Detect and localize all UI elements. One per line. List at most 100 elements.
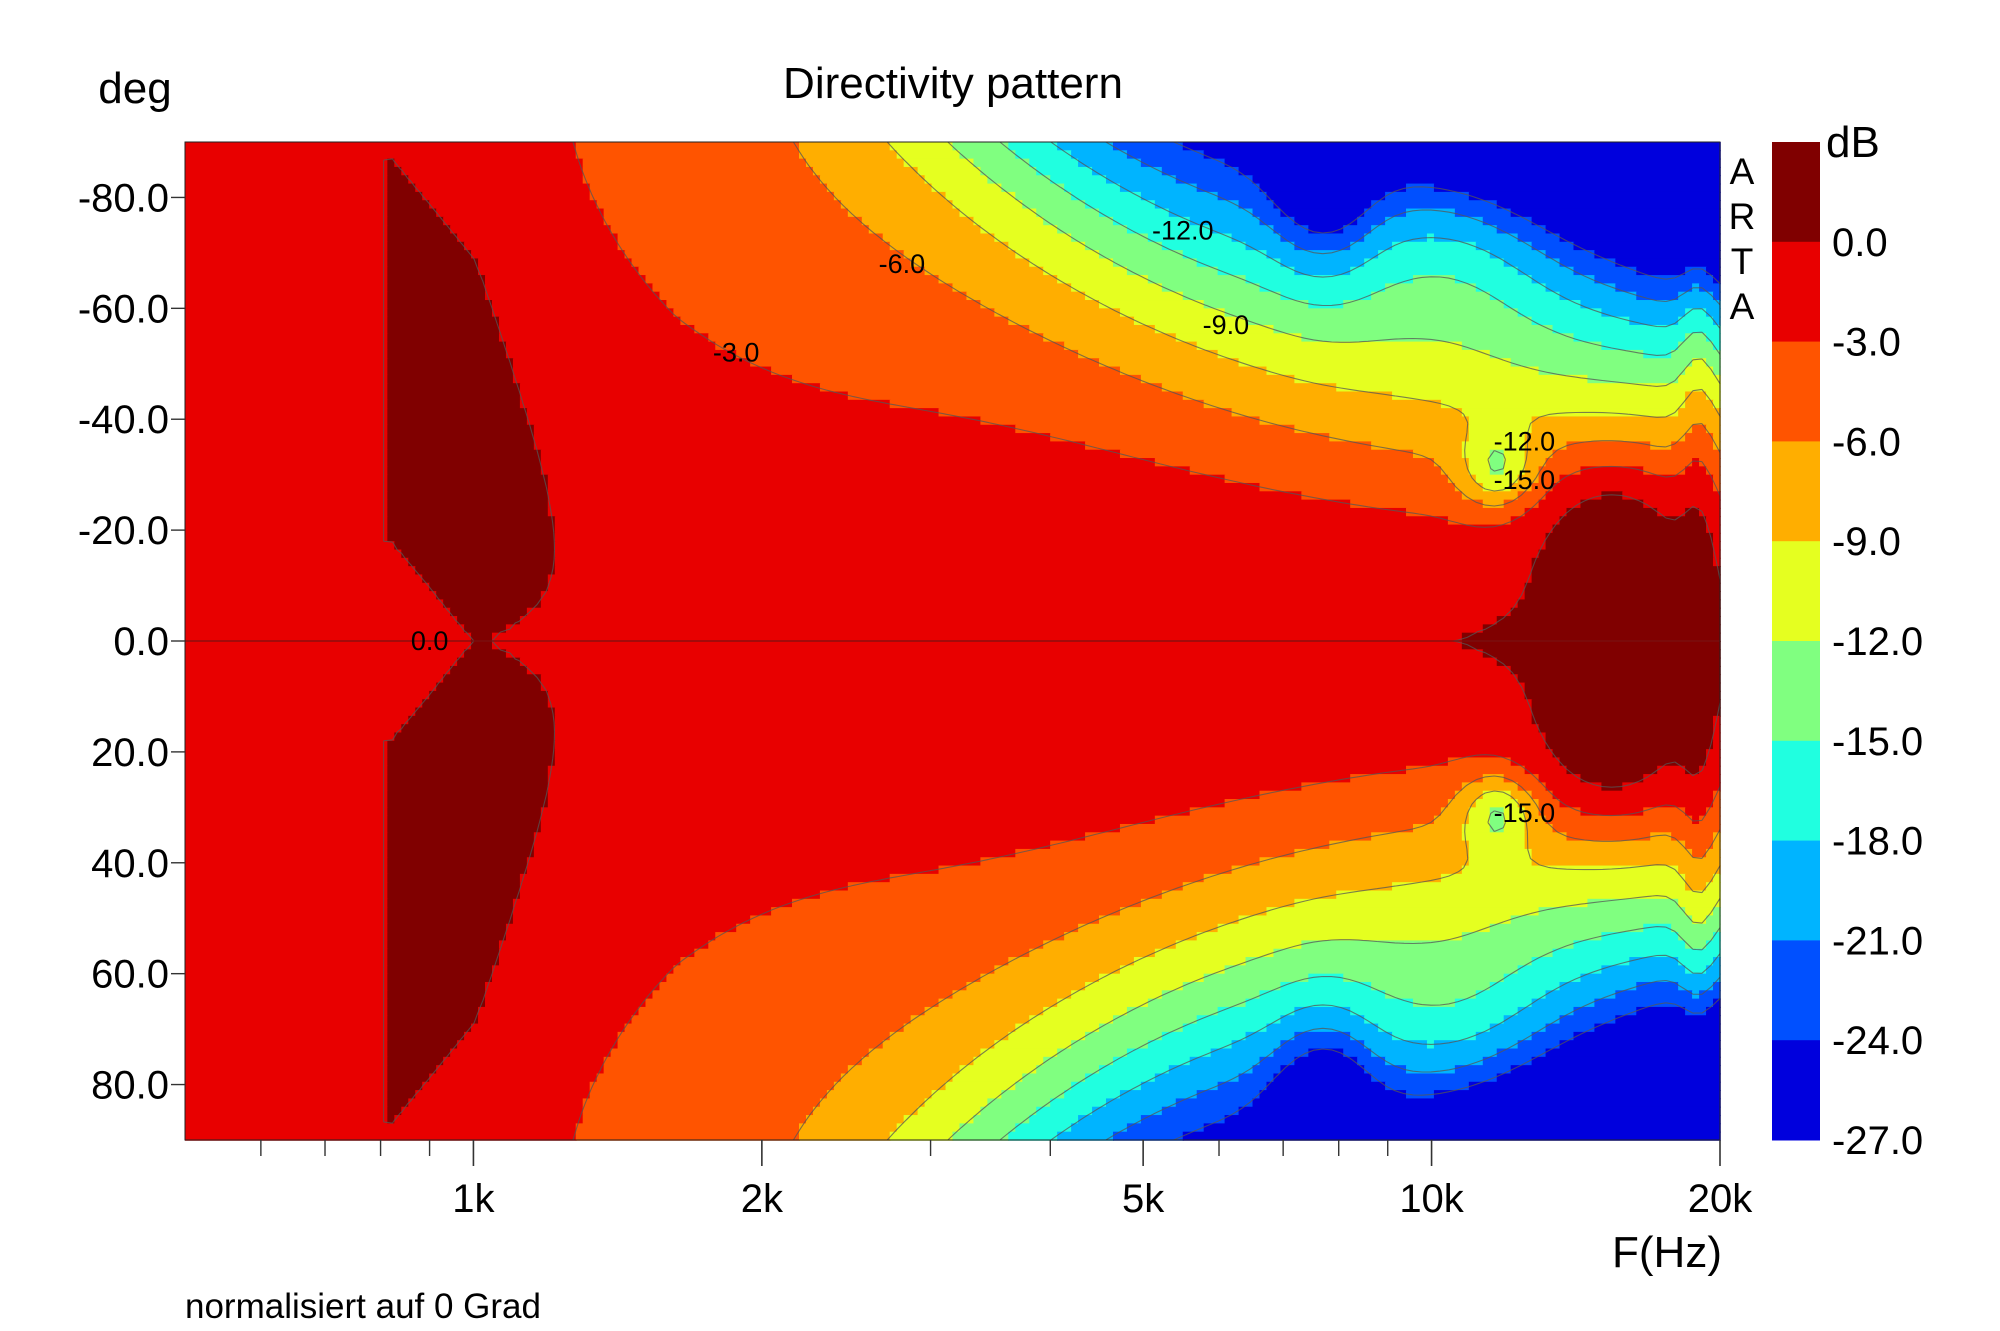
heatmap-cell xyxy=(387,175,410,185)
heatmap-cell xyxy=(185,482,389,493)
heatmap-cell xyxy=(185,183,389,193)
heatmap-cell xyxy=(1685,765,1700,775)
heatmap-cell xyxy=(1496,200,1721,210)
contour-label: -9.0 xyxy=(1203,310,1250,340)
heatmap-cell xyxy=(1594,250,1721,260)
heatmap-cell xyxy=(645,998,940,1008)
heatmap-cell xyxy=(554,566,1533,576)
heatmap-cell xyxy=(1099,358,1240,368)
heatmap-cell xyxy=(387,1065,437,1075)
heatmap-cell xyxy=(471,632,493,642)
heatmap-cell xyxy=(1594,275,1714,285)
heatmap-cell xyxy=(805,1115,905,1125)
heatmap-cell xyxy=(1112,1015,1198,1025)
heatmap-cell xyxy=(387,807,542,817)
heatmap-cell xyxy=(945,191,1017,202)
heatmap-cell xyxy=(1126,1048,1212,1058)
heatmap-cell xyxy=(1154,200,1240,210)
colorbar-tick-label: -18.0 xyxy=(1832,820,1923,864)
heatmap-cell xyxy=(554,732,1547,742)
heatmap-cell xyxy=(1036,1106,1093,1116)
heatmap-cell xyxy=(1538,774,1582,784)
heatmap-cell xyxy=(1587,898,1679,908)
heatmap-cell xyxy=(1050,1098,1107,1108)
heatmap-cell xyxy=(1147,233,1233,243)
heatmap-cell xyxy=(861,216,975,226)
heatmap-cell xyxy=(185,1115,389,1125)
contour-label: -6.0 xyxy=(879,249,926,279)
heatmap-cell xyxy=(1713,474,1721,484)
heatmap-cell xyxy=(1071,150,1128,160)
heatmap-cell xyxy=(868,1048,982,1058)
heatmap-cell xyxy=(1196,183,1261,193)
heatmap-cell xyxy=(1531,275,1596,285)
heatmap-cell xyxy=(185,424,389,434)
heatmap-cell xyxy=(1238,358,1512,368)
heatmap-cell xyxy=(582,175,821,185)
heatmap-cell xyxy=(512,366,772,376)
heatmap-cell xyxy=(1601,932,1679,942)
heatmap-cell xyxy=(1085,291,1184,301)
heatmap-cell xyxy=(1294,1056,1358,1066)
heatmap-cell xyxy=(1385,283,1477,293)
heatmap-cell xyxy=(540,591,1526,601)
heatmap-cell xyxy=(436,1065,605,1075)
heatmap-cell xyxy=(1231,408,1463,418)
heatmap-cell xyxy=(554,532,1547,542)
heatmap-cell xyxy=(1085,1031,1163,1041)
heatmap-cell xyxy=(1706,882,1721,892)
heatmap-cell xyxy=(485,283,654,293)
heatmap-cell xyxy=(1671,923,1721,933)
heatmap-cell xyxy=(708,940,1045,950)
heatmap-cell xyxy=(903,1115,975,1125)
heatmap-cell xyxy=(1706,524,1721,534)
heatmap-cell xyxy=(1099,300,1205,310)
heatmap-cell xyxy=(185,291,389,301)
heatmap-cell xyxy=(1699,283,1721,293)
heatmap-cell xyxy=(1678,932,1714,942)
heatmap-cell xyxy=(185,1015,389,1025)
heatmap-cell xyxy=(917,1106,982,1116)
heatmap-cell xyxy=(387,948,500,958)
heatmap-cell xyxy=(1112,1131,1184,1141)
heatmap-cell xyxy=(1329,840,1470,850)
heatmap-cell xyxy=(1440,466,1470,476)
heatmap-cell xyxy=(185,948,389,958)
heatmap-cell xyxy=(1454,1065,1512,1075)
chart-title: Directivity pattern xyxy=(783,59,1123,108)
heatmap-cell xyxy=(185,399,389,409)
heatmap-cell xyxy=(185,632,472,642)
heatmap-cell xyxy=(617,241,891,251)
heatmap-cell xyxy=(1112,216,1191,226)
heatmap-cell xyxy=(1119,965,1226,975)
heatmap-cell xyxy=(575,1123,800,1133)
heatmap-cell xyxy=(185,191,389,202)
heatmap-cell xyxy=(185,882,389,892)
heatmap-cell xyxy=(1140,191,1219,202)
heatmap-cell xyxy=(485,981,661,992)
heatmap-cell xyxy=(485,275,647,285)
heatmap-cell xyxy=(185,1048,389,1058)
heatmap-cell xyxy=(185,1098,389,1108)
heatmap-cell xyxy=(1468,466,1491,476)
heatmap-cell xyxy=(436,682,542,692)
heatmap-cell xyxy=(666,300,982,310)
colorbar-tick-label: 0.0 xyxy=(1832,221,1888,265)
heatmap-cell xyxy=(387,957,500,967)
heatmap-cell xyxy=(185,449,389,459)
heatmap-cell xyxy=(1015,1023,1100,1033)
heatmap-cell xyxy=(1454,482,1484,493)
heatmap-cell xyxy=(498,324,696,335)
heatmap-cell xyxy=(185,474,389,484)
heatmap-cell xyxy=(1552,749,1707,759)
heatmap-cell xyxy=(185,216,389,226)
heatmap-cell xyxy=(1413,998,1456,1008)
heatmap-cell xyxy=(1245,957,1533,967)
heatmap-cell xyxy=(512,374,793,384)
y-tick-label: 20.0 xyxy=(91,731,169,775)
heatmap-cell xyxy=(1706,757,1721,767)
heatmap-cell xyxy=(1468,807,1491,817)
heatmap-cell xyxy=(1280,258,1365,268)
heatmap-cell xyxy=(1489,815,1505,825)
heatmap-cell xyxy=(1496,1048,1547,1058)
